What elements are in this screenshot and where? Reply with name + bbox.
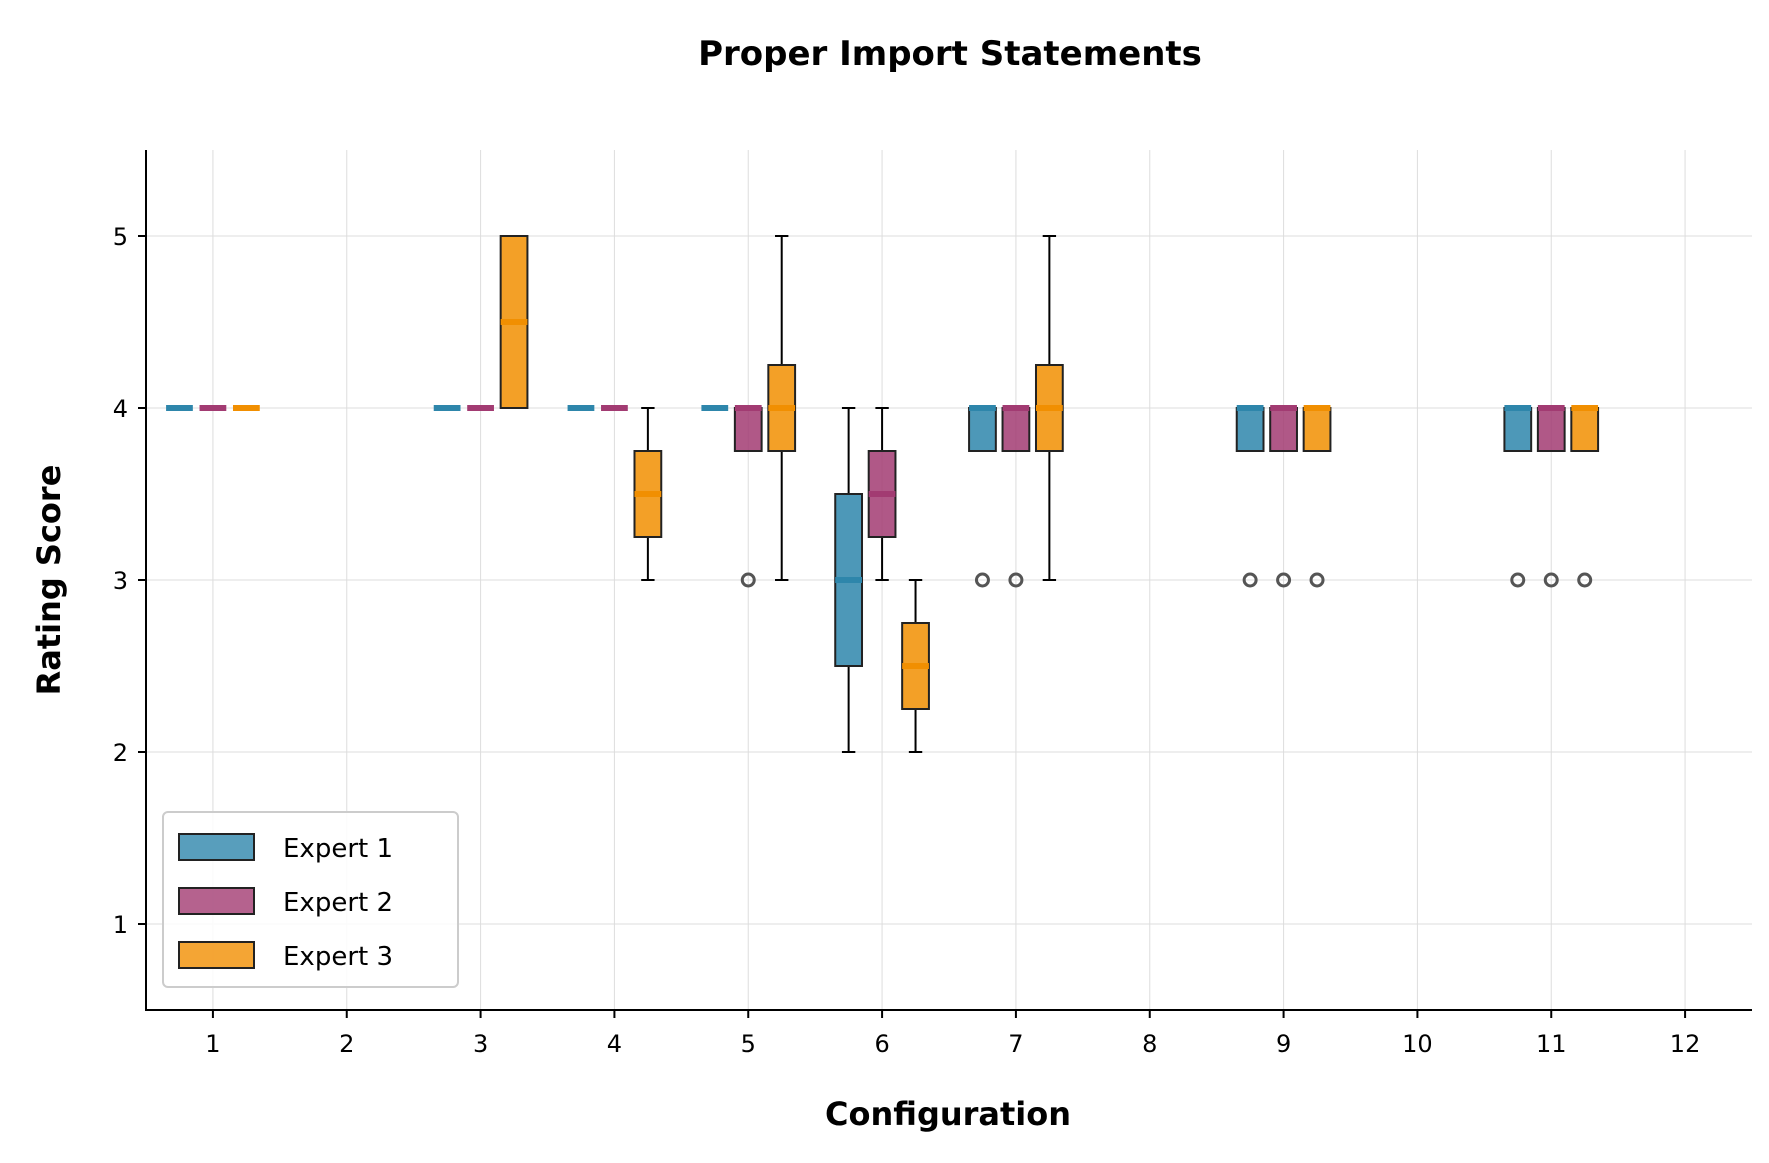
box-group [767, 235, 797, 581]
outlier-point [1309, 572, 1325, 588]
x-axis-label: Configuration [825, 1095, 1071, 1133]
x-tick-label: 3 [473, 1030, 488, 1058]
box-group [901, 579, 930, 753]
box-group [1536, 405, 1566, 588]
iqr-box [1269, 407, 1298, 452]
iqr-box [1302, 407, 1332, 452]
x-tick-label: 5 [741, 1030, 756, 1058]
x-tick-label: 1 [205, 1030, 220, 1058]
box-group [834, 407, 864, 753]
iqr-box [968, 407, 997, 452]
x-tick-label: 12 [1670, 1030, 1701, 1058]
box-group [1269, 405, 1298, 588]
plot-area [166, 235, 1600, 753]
legend-label: Expert 1 [283, 834, 393, 864]
x-tick-label: 9 [1276, 1030, 1291, 1058]
outlier-point [1510, 572, 1526, 588]
outlier-point [1008, 572, 1024, 588]
box-group [633, 407, 663, 581]
legend-swatch [178, 833, 255, 861]
iqr-box [1503, 407, 1533, 452]
legend-label: Expert 3 [283, 942, 393, 972]
y-axis-label: Rating Score [30, 465, 68, 696]
outlier-point [1276, 572, 1292, 588]
y-tick-label: 2 [113, 739, 128, 767]
box-group [1235, 405, 1265, 588]
x-tick-label: 4 [607, 1030, 622, 1058]
outlier-point [1577, 572, 1593, 588]
box-group [1302, 405, 1332, 588]
iqr-box [1536, 407, 1566, 452]
x-tick-label: 11 [1536, 1030, 1567, 1058]
box-group [1034, 235, 1064, 581]
box-group [733, 405, 763, 588]
y-tick-label: 5 [113, 223, 128, 251]
legend-swatch [178, 887, 255, 915]
x-tick-label: 6 [874, 1030, 889, 1058]
x-tick-label: 7 [1008, 1030, 1023, 1058]
iqr-box [1001, 407, 1031, 452]
box-group [968, 405, 997, 588]
x-tick-label: 2 [339, 1030, 354, 1058]
legend: Expert 1 Expert 2 Expert 3 [162, 811, 459, 988]
box-group [1001, 405, 1031, 588]
box-group [867, 407, 897, 581]
y-tick-label: 1 [113, 911, 128, 939]
iqr-box [1570, 407, 1600, 452]
legend-swatch [178, 941, 255, 969]
x-tick-label: 8 [1142, 1030, 1157, 1058]
box-group [1503, 405, 1533, 588]
iqr-box [1235, 407, 1265, 452]
box-group [1570, 405, 1600, 588]
outlier-point [1543, 572, 1559, 588]
x-tick-label: 10 [1402, 1030, 1433, 1058]
y-tick-label: 3 [113, 567, 128, 595]
chart-title: Proper Import Statements [698, 34, 1202, 74]
y-tick-label: 4 [113, 395, 128, 423]
outlier-point [1242, 572, 1258, 588]
legend-label: Expert 2 [283, 888, 393, 918]
box-group [499, 235, 529, 409]
iqr-box [733, 407, 763, 452]
outlier-point [740, 572, 756, 588]
outlier-point [974, 572, 990, 588]
